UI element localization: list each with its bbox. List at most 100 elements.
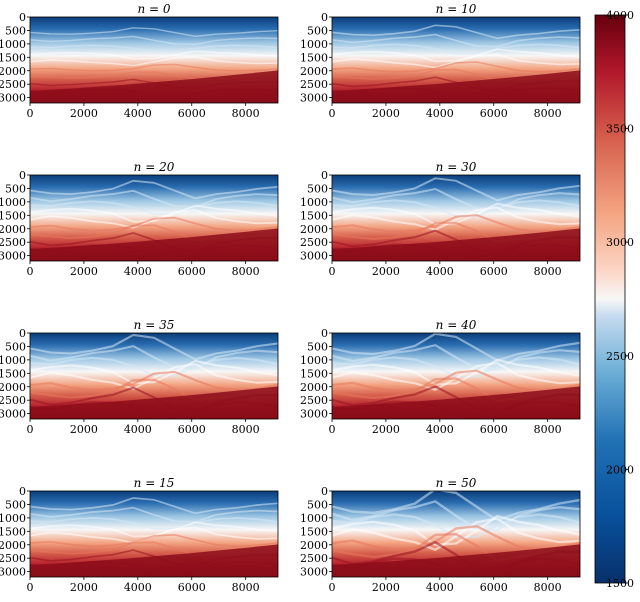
x-tick-label: 4000 [124,107,152,120]
y-tick-label: 500 [5,24,26,37]
layer-streak [332,356,580,378]
x-tick-label: 4000 [124,581,152,594]
x-tick-label: 2000 [70,265,98,278]
layer-streak [30,44,278,53]
panel-frame [331,16,581,104]
x-tick-label: 2000 [70,107,98,120]
basement-layer [332,228,580,261]
layer-streak [332,344,580,372]
y-tick-label: 1500 [0,209,26,222]
y-tick-label: 2500 [0,78,26,91]
x-tick-label: 6000 [178,581,206,594]
layer-streak [332,177,580,202]
x-tick-label: 2000 [70,423,98,436]
x-tick-label: 6000 [178,107,206,120]
y-tick-label: 2000 [300,381,328,394]
panel-2: n = 200 2000 4000 6000 800005001000150020002… [0,160,279,278]
x-tick-label: 4000 [426,581,454,594]
colorbar: 1500 2000 2500 3000 3500 4000 [594,9,634,590]
basement-layer [30,544,278,577]
x-tick-label: 8000 [232,107,260,120]
y-tick-label: 500 [5,340,26,353]
panel-title: n = 0 [137,2,170,16]
x-tick-label: 4000 [124,265,152,278]
y-tick-label: 2500 [300,394,328,407]
x-tick-label: 6000 [178,423,206,436]
y-tick-label: 2000 [300,223,328,236]
panel-title: n = 50 [436,476,477,490]
x-tick-label: 4000 [124,423,152,436]
y-tick-label: 2000 [0,223,26,236]
layer-streak [30,216,278,232]
panel-title: n = 10 [436,2,477,16]
x-tick-label: 0 [329,107,336,120]
x-tick-label: 6000 [480,423,508,436]
panel-title: n = 15 [134,476,175,490]
basement-layer [332,544,580,577]
y-tick-label: 3000 [0,408,26,421]
x-tick-label: 0 [27,265,34,278]
panel-frame [331,174,581,262]
y-tick-label: 1500 [300,51,328,64]
y-tick-label: 3000 [300,92,328,105]
panel-5: n = 400 2000 4000 6000 800005001000150020002… [300,318,581,436]
basement-layer [30,386,278,419]
panel-frame [331,332,581,420]
y-tick-label: 3000 [0,250,26,263]
layer-streak [332,358,580,386]
basement-layer [30,70,278,103]
panel-0: n = 00 2000 4000 6000 8000050010001500200025… [0,2,279,120]
y-tick-label: 2500 [300,236,328,249]
x-tick-label: 0 [27,107,34,120]
y-tick-label: 0 [19,11,26,24]
x-tick-label: 0 [329,265,336,278]
layer-streak [30,370,278,392]
y-tick-label: 1000 [300,38,328,51]
y-tick-label: 1500 [0,51,26,64]
layer-streak [332,24,580,40]
layer-streak [332,369,580,392]
y-tick-label: 0 [321,327,328,340]
panel-title: n = 20 [134,160,175,174]
layer-streak [332,333,580,362]
panel-title: n = 40 [436,318,477,332]
layer-streak [30,63,278,72]
y-tick-label: 2000 [300,539,328,552]
layer-streak [30,356,278,377]
x-tick-label: 0 [27,423,34,436]
layer-streak [30,50,278,60]
panel-title: n = 30 [436,160,477,174]
x-tick-label: 8000 [232,423,260,436]
y-tick-label: 0 [321,11,328,24]
y-tick-label: 2000 [300,65,328,78]
x-tick-label: 8000 [534,581,562,594]
x-tick-label: 6000 [178,265,206,278]
panel-frame [29,174,279,262]
x-tick-label: 8000 [534,423,562,436]
y-tick-label: 500 [5,498,26,511]
panel-3: n = 300 2000 4000 6000 800005001000150020002… [300,160,581,278]
layer-streak [30,359,278,385]
y-tick-label: 2000 [0,65,26,78]
layer-streak [30,344,278,370]
y-tick-label: 1000 [0,512,26,525]
layer-streak [30,333,278,361]
panel-title: n = 35 [134,318,175,332]
y-tick-label: 1000 [0,354,26,367]
x-tick-label: 0 [27,581,34,594]
x-tick-label: 2000 [372,107,400,120]
y-tick-label: 3000 [300,566,328,579]
layer-streak [30,363,278,390]
layer-streak [332,517,580,552]
y-tick-label: 2500 [0,236,26,249]
y-tick-label: 2000 [0,381,26,394]
x-tick-label: 4000 [426,265,454,278]
x-tick-label: 0 [329,581,336,594]
y-tick-label: 1500 [300,209,328,222]
x-tick-label: 6000 [480,581,508,594]
y-tick-label: 2000 [0,539,26,552]
layer-streak [30,533,278,548]
x-tick-label: 2000 [372,581,400,594]
y-tick-label: 3000 [300,408,328,421]
